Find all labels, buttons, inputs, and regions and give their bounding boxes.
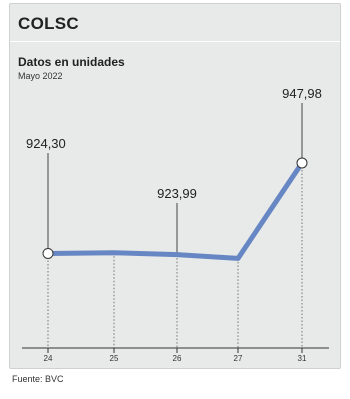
data-label-callouts: 924,30 923,99 947,98 xyxy=(26,86,322,255)
data-label: 924,30 xyxy=(26,136,66,151)
x-ticks: 24 25 26 27 31 xyxy=(44,348,307,363)
x-tick-label: 24 xyxy=(44,354,53,363)
x-tick-label: 31 xyxy=(298,354,307,363)
x-tick-label: 26 xyxy=(173,354,182,363)
title-divider xyxy=(10,41,340,42)
series-line xyxy=(45,160,305,261)
data-label: 923,99 xyxy=(157,186,197,201)
chart-title: COLSC xyxy=(18,14,79,33)
point-marker xyxy=(42,247,54,259)
point-marker xyxy=(296,157,308,169)
data-label: 947,98 xyxy=(282,86,322,101)
x-tick-label: 27 xyxy=(234,354,243,363)
x-tick-label: 25 xyxy=(110,354,119,363)
chart-date: Mayo 2022 xyxy=(18,71,63,81)
chart-subtitle: Datos en unidades xyxy=(18,55,125,69)
point-markers xyxy=(42,157,308,259)
source-note: Fuente: BVC xyxy=(12,374,64,384)
x-gridlines xyxy=(47,162,303,348)
